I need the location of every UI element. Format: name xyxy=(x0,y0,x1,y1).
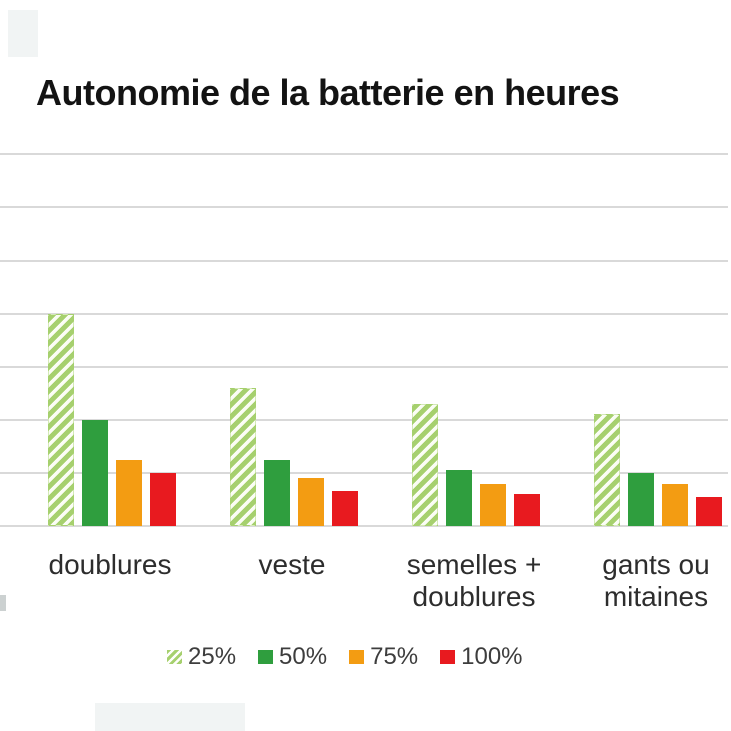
legend-item-100pct: 100% xyxy=(440,643,523,671)
bar-100pct-2 xyxy=(514,494,540,526)
legend-swatch-25pct xyxy=(167,650,182,664)
gridline xyxy=(0,153,728,156)
legend-label: 25% xyxy=(188,643,237,670)
bar-75pct-0 xyxy=(116,460,142,526)
bar-50pct-0 xyxy=(82,420,108,526)
category-label-2: semelles + doublures xyxy=(344,549,604,613)
legend-label: 100% xyxy=(461,643,523,670)
legend-swatch-100pct xyxy=(440,650,456,664)
category-label-line: mitaines xyxy=(603,581,709,612)
cropped-edge-artifact-bottom xyxy=(95,703,245,731)
category-label-line: semelles + xyxy=(406,549,542,580)
cropped-edge-artifact-left xyxy=(0,595,6,611)
bar-25pct-0 xyxy=(48,314,74,526)
bar-100pct-0 xyxy=(150,473,176,526)
legend-swatch-75pct xyxy=(349,650,365,664)
bar-75pct-3 xyxy=(662,484,688,526)
gridline xyxy=(0,471,728,474)
bar-50pct-1 xyxy=(264,460,290,526)
bar-25pct-2 xyxy=(412,404,438,526)
legend-swatch-50pct xyxy=(258,650,274,664)
legend-item-50pct: 50% xyxy=(258,643,327,671)
gridline xyxy=(0,418,728,421)
legend: 25% 50% 75% 100% xyxy=(167,643,523,671)
category-label-line: doublures xyxy=(48,549,172,580)
category-label-3: gants ou mitaines xyxy=(526,549,731,613)
bar-50pct-3 xyxy=(628,473,654,526)
bar-25pct-1 xyxy=(230,388,256,526)
category-label-line: gants ou xyxy=(602,549,710,580)
legend-label: 50% xyxy=(279,643,328,670)
legend-item-75pct: 75% xyxy=(349,643,418,671)
bar-75pct-1 xyxy=(298,478,324,526)
category-label-0: doublures xyxy=(0,549,240,581)
cropped-edge-artifact-top-left xyxy=(8,10,38,57)
chart-title: Autonomie de la batterie en heures xyxy=(36,72,620,113)
bar-75pct-2 xyxy=(480,484,506,526)
legend-label: 75% xyxy=(370,643,419,670)
category-label-1: veste xyxy=(162,549,422,581)
category-label-line: veste xyxy=(258,549,326,580)
legend-item-25pct: 25% xyxy=(167,643,236,671)
bar-25pct-3 xyxy=(594,414,620,526)
bar-50pct-2 xyxy=(446,470,472,526)
gridline xyxy=(0,206,728,209)
gridline xyxy=(0,259,728,262)
bar-100pct-3 xyxy=(696,497,722,526)
category-label-line: doublures xyxy=(412,581,536,612)
bar-100pct-1 xyxy=(332,491,358,526)
gridline xyxy=(0,365,728,368)
gridline xyxy=(0,312,728,315)
gridline xyxy=(0,525,728,527)
